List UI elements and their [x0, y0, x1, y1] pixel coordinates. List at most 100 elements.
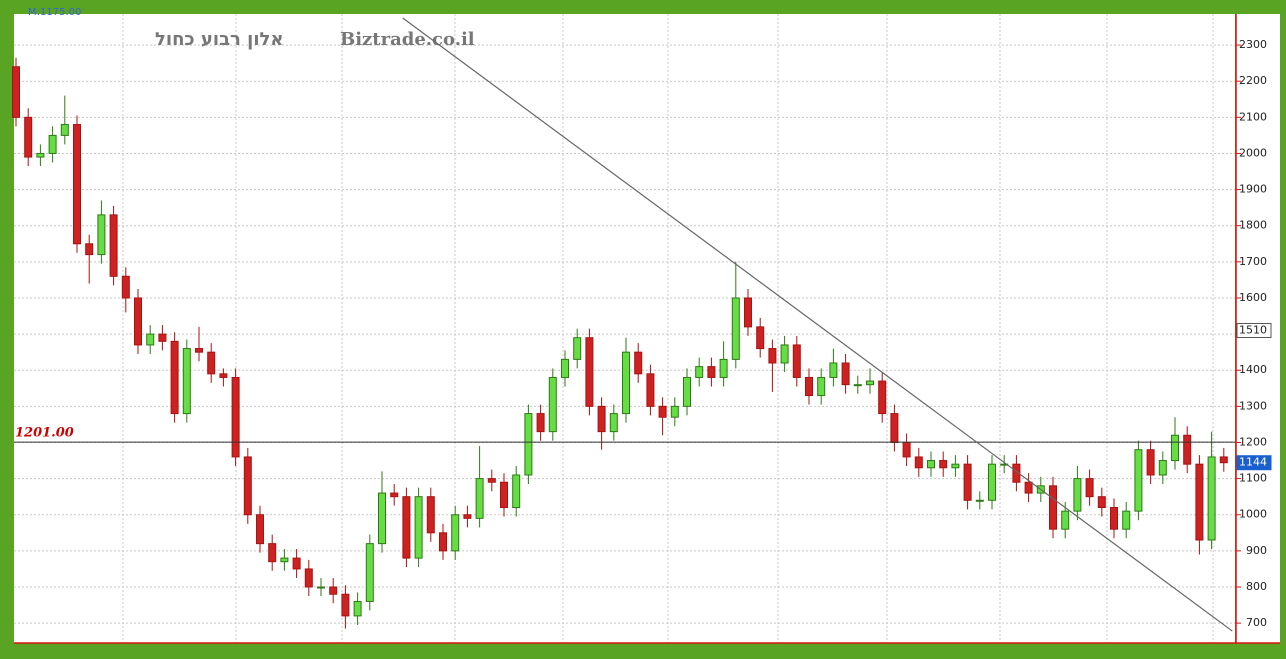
candle-body: [829, 362, 838, 378]
candle-body: [292, 557, 301, 570]
candle-body: [670, 405, 679, 418]
candle-body: [256, 514, 264, 545]
candle-body: [963, 463, 972, 501]
price-marker-label: 1510: [1239, 323, 1267, 336]
candle-body: [683, 376, 691, 407]
candle-body: [353, 600, 362, 617]
y-tick-label: 1000: [1239, 508, 1267, 521]
candle-body: [1049, 485, 1057, 530]
candle-body: [695, 366, 704, 378]
candle-body: [487, 478, 496, 483]
price-marker-label: 1144: [1239, 456, 1267, 469]
candle-body: [536, 413, 545, 433]
candle-body: [878, 380, 887, 415]
candle-body: [195, 348, 203, 353]
candle-body: [914, 456, 923, 469]
candle-body: [658, 405, 667, 418]
candle-body: [1012, 463, 1021, 483]
candle-body: [585, 337, 594, 407]
chart-title: אלון רבוע כחול: [155, 29, 284, 50]
y-tick-label: 1300: [1239, 399, 1267, 412]
candle-body: [719, 358, 728, 378]
candle-body: [378, 492, 386, 545]
candle-body: [426, 496, 435, 534]
candle-body: [817, 376, 826, 397]
y-tick-label: 900: [1246, 544, 1267, 557]
candle-body: [158, 333, 167, 342]
candle-body: [609, 413, 618, 433]
candle-body: [1171, 434, 1179, 462]
candle-body: [548, 376, 557, 433]
y-tick-label: 1800: [1239, 219, 1267, 232]
candle-body: [1183, 434, 1192, 465]
candle-body: [280, 557, 289, 563]
candle-body: [975, 499, 984, 502]
y-tick-label: 2200: [1239, 74, 1267, 87]
candle-body: [902, 441, 911, 458]
marks: [12, 57, 1228, 629]
plot-area: [14, 14, 1235, 643]
candle-body: [866, 380, 874, 386]
y-tick-label: 1200: [1239, 435, 1267, 448]
candle-body: [597, 405, 606, 433]
candle-body: [317, 586, 325, 589]
candle-body: [524, 413, 533, 476]
candle-body: [988, 463, 996, 501]
candle-body: [36, 152, 45, 158]
candle-body: [414, 496, 423, 559]
chart-subtitle: Biztrade.co.il: [340, 29, 475, 50]
price-marker: [1236, 455, 1272, 471]
candle-body: [768, 348, 777, 364]
candle-body: [1134, 449, 1143, 512]
candle-body: [219, 373, 228, 378]
candle-body: [73, 124, 81, 245]
candle-body: [231, 376, 240, 458]
candle-body: [731, 297, 740, 360]
candle-body: [390, 492, 399, 498]
candle-body: [1122, 510, 1131, 530]
candle-body: [780, 344, 789, 364]
candle-body: [48, 134, 57, 154]
trendline: [402, 17, 1233, 632]
candle-body: [1146, 449, 1155, 476]
y-tick-label: 1400: [1239, 363, 1267, 376]
candle-body: [853, 384, 862, 387]
candle-body: [1158, 460, 1167, 476]
candle-body: [1207, 456, 1216, 541]
candle-body: [365, 543, 374, 602]
candle-body: [109, 214, 118, 277]
candle-body: [1024, 481, 1033, 494]
price-marker: [1236, 322, 1272, 338]
candle-body: [939, 460, 948, 469]
candle-body: [561, 358, 569, 378]
level-label: 1201.00: [15, 426, 74, 441]
candle-body: [744, 297, 752, 328]
candle-body: [60, 124, 69, 136]
candle-body: [841, 362, 850, 386]
candle-body: [341, 593, 350, 617]
candle-body: [634, 351, 643, 375]
candle-body: [243, 456, 252, 516]
candle-body: [512, 474, 521, 509]
candle-body: [304, 568, 313, 588]
candle-body: [890, 413, 899, 443]
candle-body: [573, 337, 582, 360]
candle-body: [121, 275, 130, 299]
candle-body: [170, 340, 179, 415]
y-tick-label: 700: [1246, 616, 1267, 629]
candle-body: [463, 514, 472, 519]
candle-body: [792, 344, 801, 378]
candle-body: [1061, 510, 1070, 530]
candle-body: [207, 351, 216, 375]
y-tick-label: 2000: [1239, 146, 1267, 159]
header-note: M:1175.00: [28, 7, 81, 18]
candle-body: [1219, 456, 1228, 464]
candle-body: [927, 460, 935, 469]
candle-body: [85, 243, 94, 256]
candle-body: [146, 333, 155, 346]
candle-body: [805, 376, 813, 397]
candle-body: [707, 366, 716, 378]
candle-body: [475, 478, 484, 519]
